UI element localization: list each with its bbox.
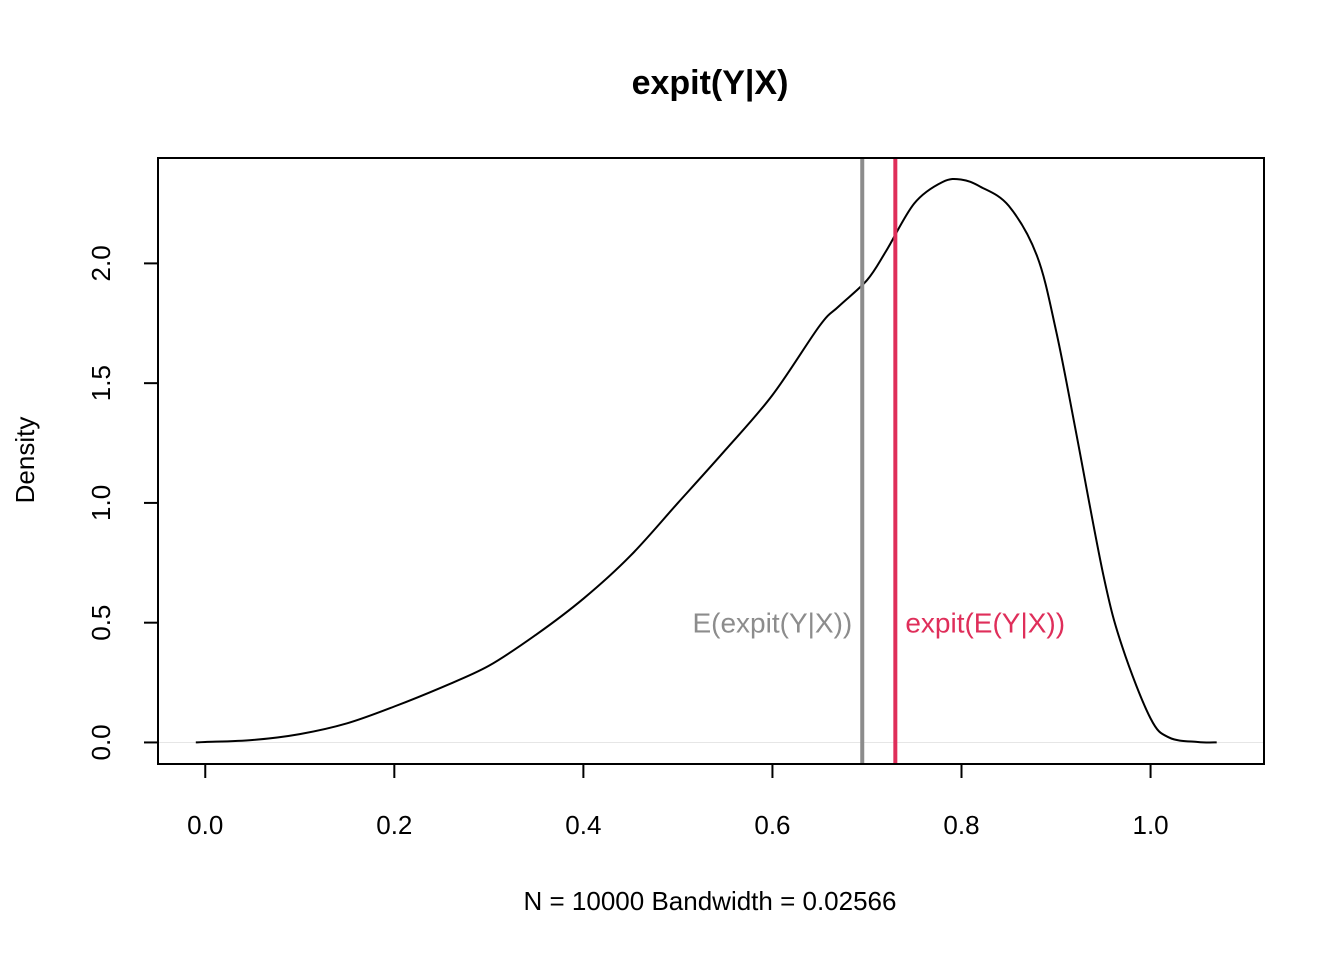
- x-tick-label: 0.0: [187, 810, 223, 840]
- chart-title: expit(Y|X): [632, 64, 789, 102]
- y-tick-label: 1.0: [86, 485, 116, 521]
- y-tick-label: 1.5: [86, 365, 116, 401]
- x-axis-label: N = 10000 Bandwidth = 0.02566: [524, 886, 897, 916]
- y-tick-label: 2.0: [86, 245, 116, 281]
- y-axis-label: Density: [10, 417, 40, 504]
- x-tick-label: 1.0: [1132, 810, 1168, 840]
- x-tick-label: 0.2: [376, 810, 412, 840]
- x-tick-label: 0.8: [943, 810, 979, 840]
- y-tick-label: 0.5: [86, 605, 116, 641]
- x-tick-label: 0.6: [754, 810, 790, 840]
- mean-expit-label: E(expit(Y|X)): [692, 608, 852, 639]
- y-tick-label: 0.0: [86, 724, 116, 760]
- density-curve-0: [195, 177, 1217, 744]
- plot-area: E(expit(Y|X)) expit(E(Y|X)): [158, 158, 1264, 764]
- expit-mean-label: expit(E(Y|X)): [905, 608, 1065, 639]
- plot-frame: [157, 157, 1265, 765]
- x-tick-label: 0.4: [565, 810, 601, 840]
